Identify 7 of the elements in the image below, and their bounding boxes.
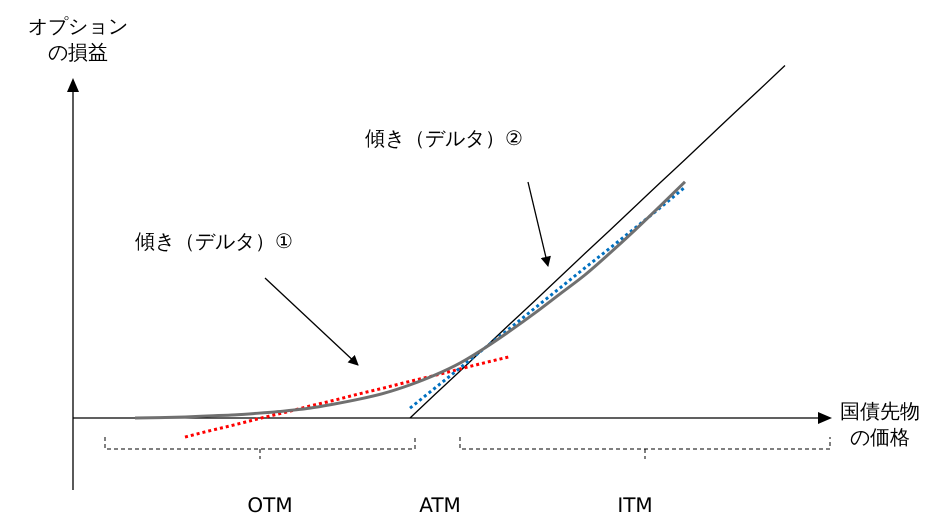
annotation: 傾き（デルタ）② xyxy=(365,126,523,150)
text: OTM xyxy=(247,493,293,517)
text: ATM xyxy=(419,493,461,517)
annotation: 傾き（デルタ）① xyxy=(135,229,293,253)
y-axis-title: オプションの損益 xyxy=(28,14,128,64)
x-axis-title: 国債先物の価格 xyxy=(840,399,920,449)
text: ITM xyxy=(617,493,653,517)
